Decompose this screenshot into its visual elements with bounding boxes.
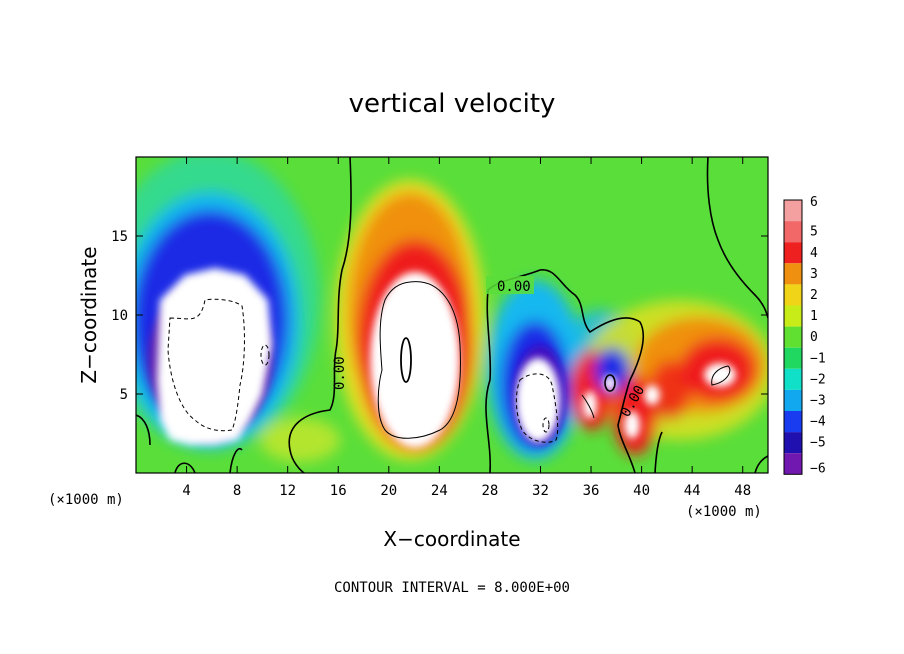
colorbar-swatch bbox=[784, 263, 802, 285]
x-tick-label: 24 bbox=[431, 483, 448, 499]
colorbar-swatch bbox=[784, 411, 802, 433]
colorbar-label: 2 bbox=[810, 288, 818, 303]
colorbar: 6 5 4 3 2 1 0 −1 −2 −3 −4 −5 −6 bbox=[783, 195, 826, 476]
colorbar-label: −5 bbox=[810, 436, 826, 451]
contour-zero-4 bbox=[136, 414, 151, 446]
contour-positive-east bbox=[711, 365, 731, 386]
core-center bbox=[370, 272, 460, 448]
x-tick-label: 4 bbox=[182, 483, 190, 499]
x-tick-label: 32 bbox=[532, 483, 549, 499]
colorbar-swatch bbox=[784, 242, 802, 264]
colorbar-label: 1 bbox=[810, 309, 818, 324]
contour-negative-west-small bbox=[260, 344, 270, 366]
colorbar-swatch bbox=[784, 284, 802, 306]
x-tick-label: 44 bbox=[684, 483, 701, 499]
x-axis-label: X−coordinate bbox=[383, 527, 520, 551]
colorbar-swatch bbox=[784, 432, 802, 454]
contour-lines bbox=[136, 157, 768, 473]
colorbar-swatch bbox=[784, 453, 802, 475]
contour-label: 0.00 bbox=[497, 279, 531, 295]
downdraft-east-blue bbox=[594, 348, 630, 392]
contour-zero-2 bbox=[485, 269, 645, 473]
colorbar-label: −2 bbox=[810, 372, 826, 387]
core-west bbox=[157, 268, 272, 445]
core-east bbox=[704, 363, 736, 387]
contour-zero-5 bbox=[174, 462, 196, 473]
chart-title: vertical velocity bbox=[349, 89, 556, 119]
colorbar-label: 6 bbox=[810, 195, 818, 210]
contour-zero-7 bbox=[654, 431, 663, 473]
core-38 bbox=[604, 375, 616, 391]
contour-negative-mid-small bbox=[542, 417, 550, 433]
contour-negative-west bbox=[167, 298, 245, 432]
x-tick-label: 28 bbox=[481, 483, 498, 499]
contour-zero-8 bbox=[229, 448, 243, 473]
x-tick-label: 20 bbox=[380, 483, 397, 499]
y-tick-label: 10 bbox=[111, 308, 128, 324]
y-tick-label: 5 bbox=[120, 387, 128, 403]
colorbar-swatch bbox=[784, 347, 802, 369]
x-scale-note-left: (×1000 m) bbox=[48, 492, 124, 508]
contour-interval-footer: CONTOUR INTERVAL = 8.000E+00 bbox=[334, 580, 570, 596]
x-tick-label: 8 bbox=[233, 483, 241, 499]
colorbar-swatch bbox=[784, 200, 802, 222]
y-axis-ticks: 5 10 15 bbox=[111, 229, 768, 403]
contour-negative-38 bbox=[604, 374, 616, 392]
colorbar-swatch bbox=[784, 368, 802, 390]
core-42 bbox=[644, 385, 660, 405]
y-axis-label: Z−coordinate bbox=[77, 246, 101, 383]
colorbar-frame bbox=[783, 199, 803, 475]
y-tick-label: 15 bbox=[111, 229, 128, 245]
x-axis-ticks: 4 8 12 16 20 24 28 32 36 40 44 48 bbox=[182, 157, 751, 499]
contour-label-bg bbox=[486, 276, 534, 294]
core-40 bbox=[624, 411, 640, 439]
contour-negative-mid bbox=[515, 373, 559, 443]
contour-positive-36 bbox=[581, 394, 595, 419]
colorbar-label: 3 bbox=[810, 267, 818, 282]
updraft-44-red bbox=[650, 360, 690, 420]
colorbar-label: −4 bbox=[810, 415, 826, 430]
x-scale-note-right: (×1000 m) bbox=[686, 504, 762, 520]
contour-zero-3 bbox=[706, 157, 768, 319]
x-tick-label: 40 bbox=[633, 483, 650, 499]
x-tick-label: 16 bbox=[330, 483, 347, 499]
x-tick-label: 48 bbox=[734, 483, 751, 499]
colorbar-label: 5 bbox=[810, 225, 818, 240]
colorbar-label: −3 bbox=[810, 393, 826, 408]
colorbar-swatch bbox=[784, 389, 802, 411]
colorbar-label: 0 bbox=[810, 330, 818, 345]
halo-sw-yellow bbox=[260, 418, 340, 462]
colorbar-swatch bbox=[784, 326, 802, 348]
colorbar-swatch bbox=[784, 305, 802, 327]
core-mid bbox=[516, 358, 560, 442]
heatmap-field bbox=[136, 157, 768, 473]
contour-lines-dashed bbox=[167, 298, 559, 443]
contour-zero-6 bbox=[754, 455, 768, 473]
x-tick-label: 36 bbox=[583, 483, 600, 499]
colorbar-swatch bbox=[784, 221, 802, 243]
contour-lines-thin bbox=[377, 281, 731, 439]
colorbar-label: −6 bbox=[810, 461, 826, 476]
colorbar-label: −1 bbox=[810, 351, 826, 366]
contour-positive-center bbox=[377, 281, 461, 439]
core-36 bbox=[583, 391, 597, 419]
contour-positive-center-core bbox=[400, 337, 412, 383]
contour-label: 0.00 bbox=[332, 356, 348, 390]
colorbar-label: 4 bbox=[810, 246, 818, 261]
saturated-cores bbox=[157, 268, 736, 448]
contour-zero-1 bbox=[288, 157, 352, 473]
x-tick-label: 12 bbox=[279, 483, 296, 499]
